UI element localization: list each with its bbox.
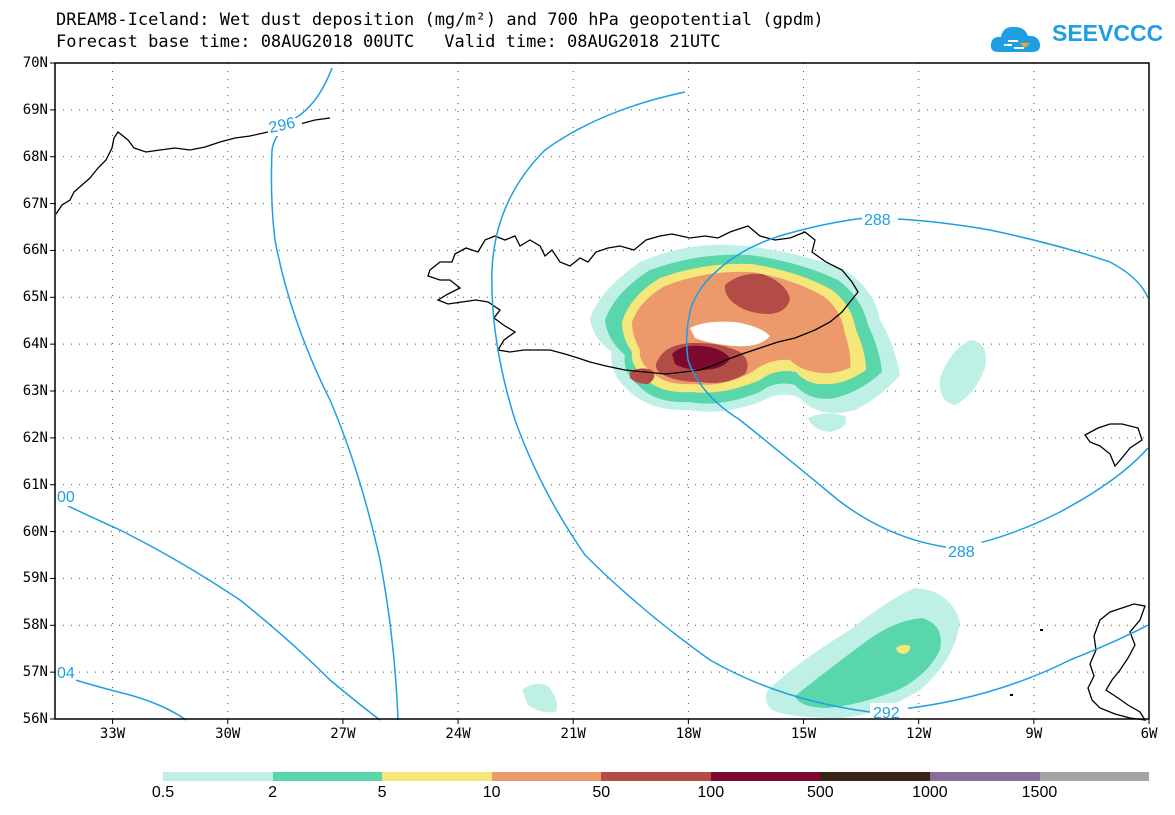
legend-swatch (1039, 772, 1150, 781)
coastline-greenland (55, 117, 331, 215)
cloud-logo-icon (990, 26, 1041, 52)
legend-label: 1500 (1021, 784, 1058, 801)
lat-label: 61N (22, 476, 48, 493)
lat-label: 64N (22, 336, 48, 353)
lon-label: 9W (1025, 726, 1043, 742)
contour-label: 288 (948, 544, 975, 561)
legend-label: 2 (268, 784, 277, 801)
legend-swatch (820, 772, 930, 781)
legend-swatch (710, 772, 821, 781)
legend-label: 100 (697, 784, 725, 801)
lon-label: 24W (445, 726, 471, 742)
lat-label: 65N (22, 289, 48, 306)
legend-swatch (491, 772, 602, 781)
dust-region (896, 644, 911, 654)
coastline-iceland (427, 225, 859, 375)
legend-label: 1000 (912, 784, 948, 801)
contour-300 (55, 499, 381, 721)
lon-label: 18W (675, 726, 701, 742)
lon-label: 21W (560, 726, 586, 742)
lon-label: 6W (1140, 726, 1158, 742)
legend-swatch (272, 772, 383, 781)
coastline-scotland (1087, 603, 1147, 721)
base-time: Forecast base time: 08AUG2018 00UTC (56, 32, 415, 52)
lat-label: 66N (22, 242, 48, 259)
contour-296 (270, 67, 399, 721)
lat-label: 60N (22, 523, 48, 540)
legend-label: 10 (482, 784, 501, 801)
lon-label: 15W (790, 726, 817, 742)
dust-region (939, 340, 986, 405)
lat-label: 58N (22, 617, 48, 634)
contour-label: 00 (57, 489, 75, 506)
map-title: DREAM8-Iceland: Wet dust deposition (mg/… (56, 10, 824, 30)
lat-label: 63N (22, 383, 48, 399)
contour-label: 292 (873, 705, 900, 722)
geopotential-contours (55, 67, 1149, 721)
dust-region (808, 413, 846, 432)
legend-swatch (929, 772, 1040, 781)
grid-lines (55, 63, 1149, 719)
contour-292 (491, 91, 1149, 713)
coastlines (55, 117, 1147, 721)
legend-label: 500 (806, 784, 834, 801)
contour-label: 296 (267, 115, 297, 137)
map-frame (54, 62, 1150, 720)
lon-label: 27W (330, 726, 356, 742)
dust-region (522, 683, 557, 713)
coastline-faroe (1084, 423, 1143, 468)
contour-label: 288 (864, 212, 891, 229)
legend-swatch (163, 772, 273, 781)
contour-labels: 296 288 288 292 00 04 (56, 115, 982, 722)
lat-label: 68N (22, 148, 48, 165)
legend-colorbar (163, 772, 1150, 781)
lon-label: 12W (906, 726, 932, 742)
dust-region (724, 273, 790, 314)
lat-label: 69N (22, 101, 48, 118)
axis-ticks (50, 62, 1150, 724)
lon-label: 30W (215, 726, 241, 742)
map-subtitle: Forecast base time: 08AUG2018 00UTC Valid… (56, 32, 721, 52)
legend-swatch (382, 772, 492, 781)
lat-label: 70N (22, 55, 48, 71)
dust-region (795, 618, 941, 708)
legend-label: 5 (377, 784, 387, 801)
legend-swatch (601, 772, 711, 781)
lat-label: 57N (22, 664, 48, 681)
dust-deposition-layer (522, 244, 986, 718)
lon-label: 33W (99, 726, 126, 742)
legend-label: 50 (592, 784, 611, 801)
logo-text: SEEVCCC (1052, 20, 1164, 46)
valid-time: Valid time: 08AUG2018 21UTC (444, 32, 721, 52)
contour-label: 04 (57, 665, 75, 682)
lat-label: 56N (22, 711, 48, 727)
lat-label: 62N (22, 429, 48, 446)
lat-label: 59N (22, 570, 48, 587)
lat-label: 67N (22, 195, 48, 212)
dust-gap (690, 321, 770, 347)
legend-label: 0.5 (151, 784, 175, 801)
